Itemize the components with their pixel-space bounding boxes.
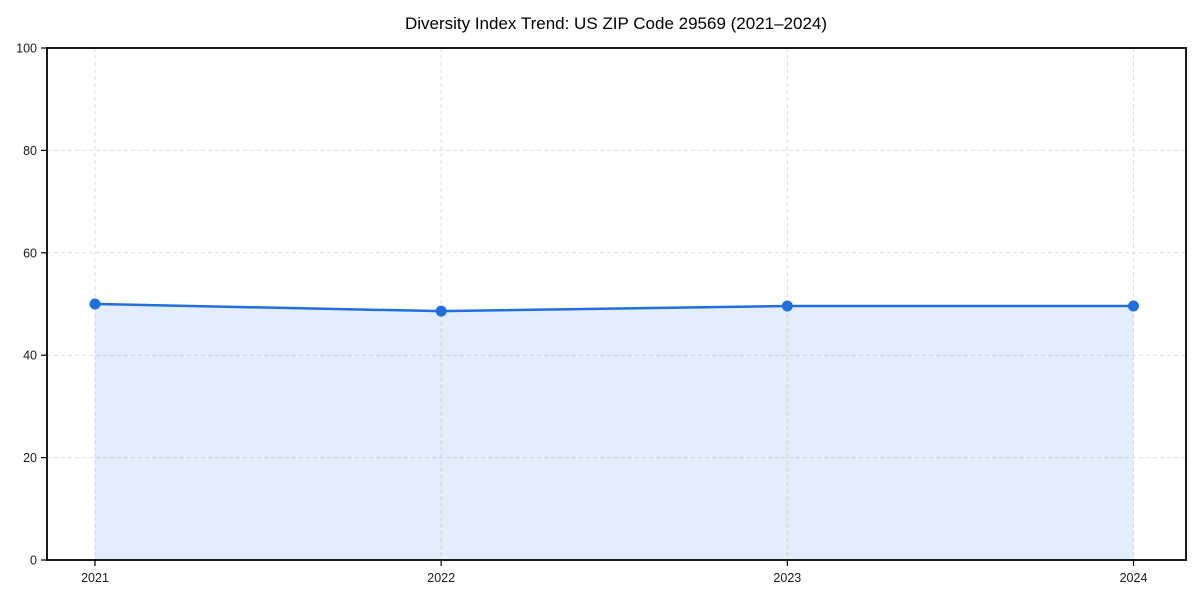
data-point-layer bbox=[89, 298, 1139, 317]
y-tick-label: 60 bbox=[23, 246, 37, 260]
y-tick-label: 40 bbox=[23, 349, 37, 363]
data-point-marker bbox=[435, 305, 447, 317]
data-point-marker bbox=[1128, 300, 1139, 312]
y-tick-label: 0 bbox=[30, 554, 37, 568]
line-series-layer bbox=[93, 302, 1135, 313]
axes-frame-layer bbox=[46, 47, 1187, 561]
x-tick-label: 2023 bbox=[773, 571, 801, 585]
trend-line bbox=[93, 302, 1135, 313]
data-point-marker bbox=[89, 298, 101, 310]
plot-border bbox=[46, 47, 1187, 561]
x-tick-label: 2024 bbox=[1120, 571, 1148, 585]
x-tick-label: 2022 bbox=[427, 571, 455, 585]
y-tick-label: 100 bbox=[16, 42, 37, 56]
area-fill bbox=[95, 304, 1134, 560]
y-tick-label: 20 bbox=[23, 451, 37, 465]
tick-mark-layer bbox=[41, 47, 1135, 566]
data-point-marker bbox=[781, 300, 793, 312]
area-fill-layer bbox=[95, 304, 1134, 560]
x-tick-label: 2021 bbox=[81, 571, 109, 585]
y-tick-label: 80 bbox=[23, 144, 37, 158]
tick-label-layer: 2021 2022 2023 2024 0 20 40 60 80 100 bbox=[16, 42, 1147, 586]
chart-title: Diversity Index Trend: US ZIP Code 29569… bbox=[405, 14, 827, 33]
